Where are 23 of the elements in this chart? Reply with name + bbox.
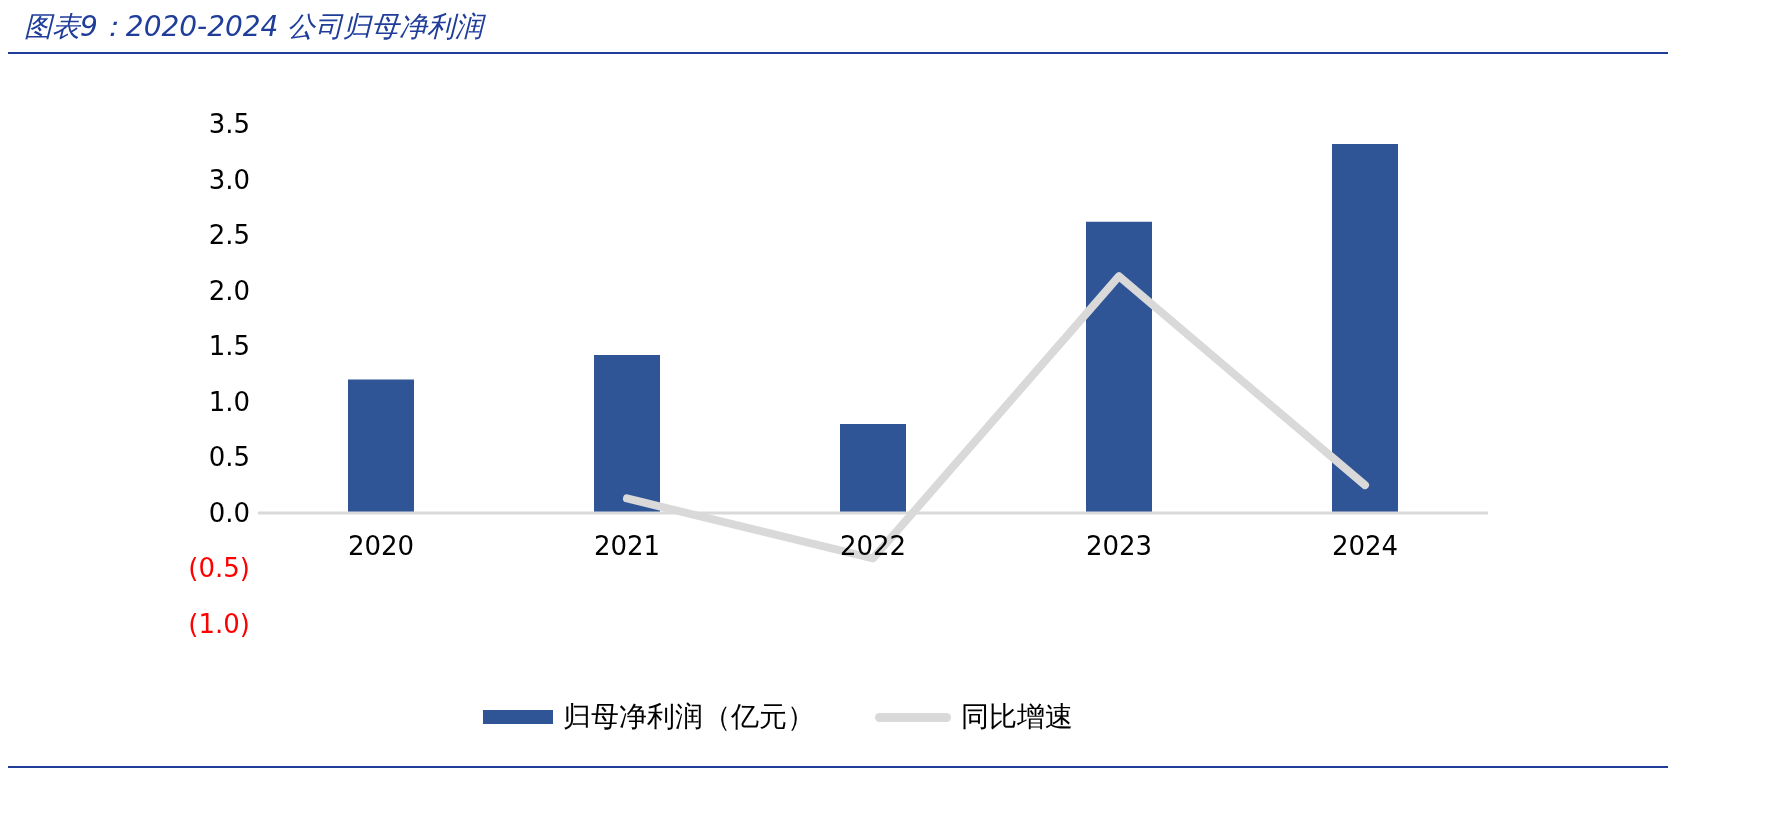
y-tick-label: (0.5) [188, 553, 250, 584]
y-tick-label: 3.0 [208, 164, 250, 195]
y-tick-label: (1.0) [188, 609, 250, 639]
y-tick-label: 0.5 [208, 442, 250, 473]
bar [594, 355, 660, 513]
y-tick-label: 2.5 [208, 220, 250, 251]
legend-label: 同比增速 [961, 699, 1073, 735]
bar [348, 379, 414, 513]
y-tick-label: 1.0 [208, 386, 250, 417]
y-tick-label: 3.5 [208, 109, 250, 139]
y-tick-label: 2.0 [208, 275, 250, 306]
x-tick-label: 2024 [1331, 530, 1399, 561]
bar [840, 424, 906, 513]
bar [1086, 221, 1152, 513]
y-tick-label: 0.0 [208, 497, 250, 528]
bar [1332, 144, 1398, 513]
x-tick-label: 2023 [1085, 530, 1153, 561]
x-tick-label: 2020 [347, 530, 415, 561]
x-tick-label: 2021 [593, 530, 661, 561]
chart-title: 图表9：2020-2024 公司归母净利润 [23, 9, 487, 45]
x-tick-label: 2022 [839, 530, 907, 561]
legend-label: 归母净利润（亿元） [563, 699, 815, 735]
y-tick-label: 1.5 [208, 331, 250, 362]
